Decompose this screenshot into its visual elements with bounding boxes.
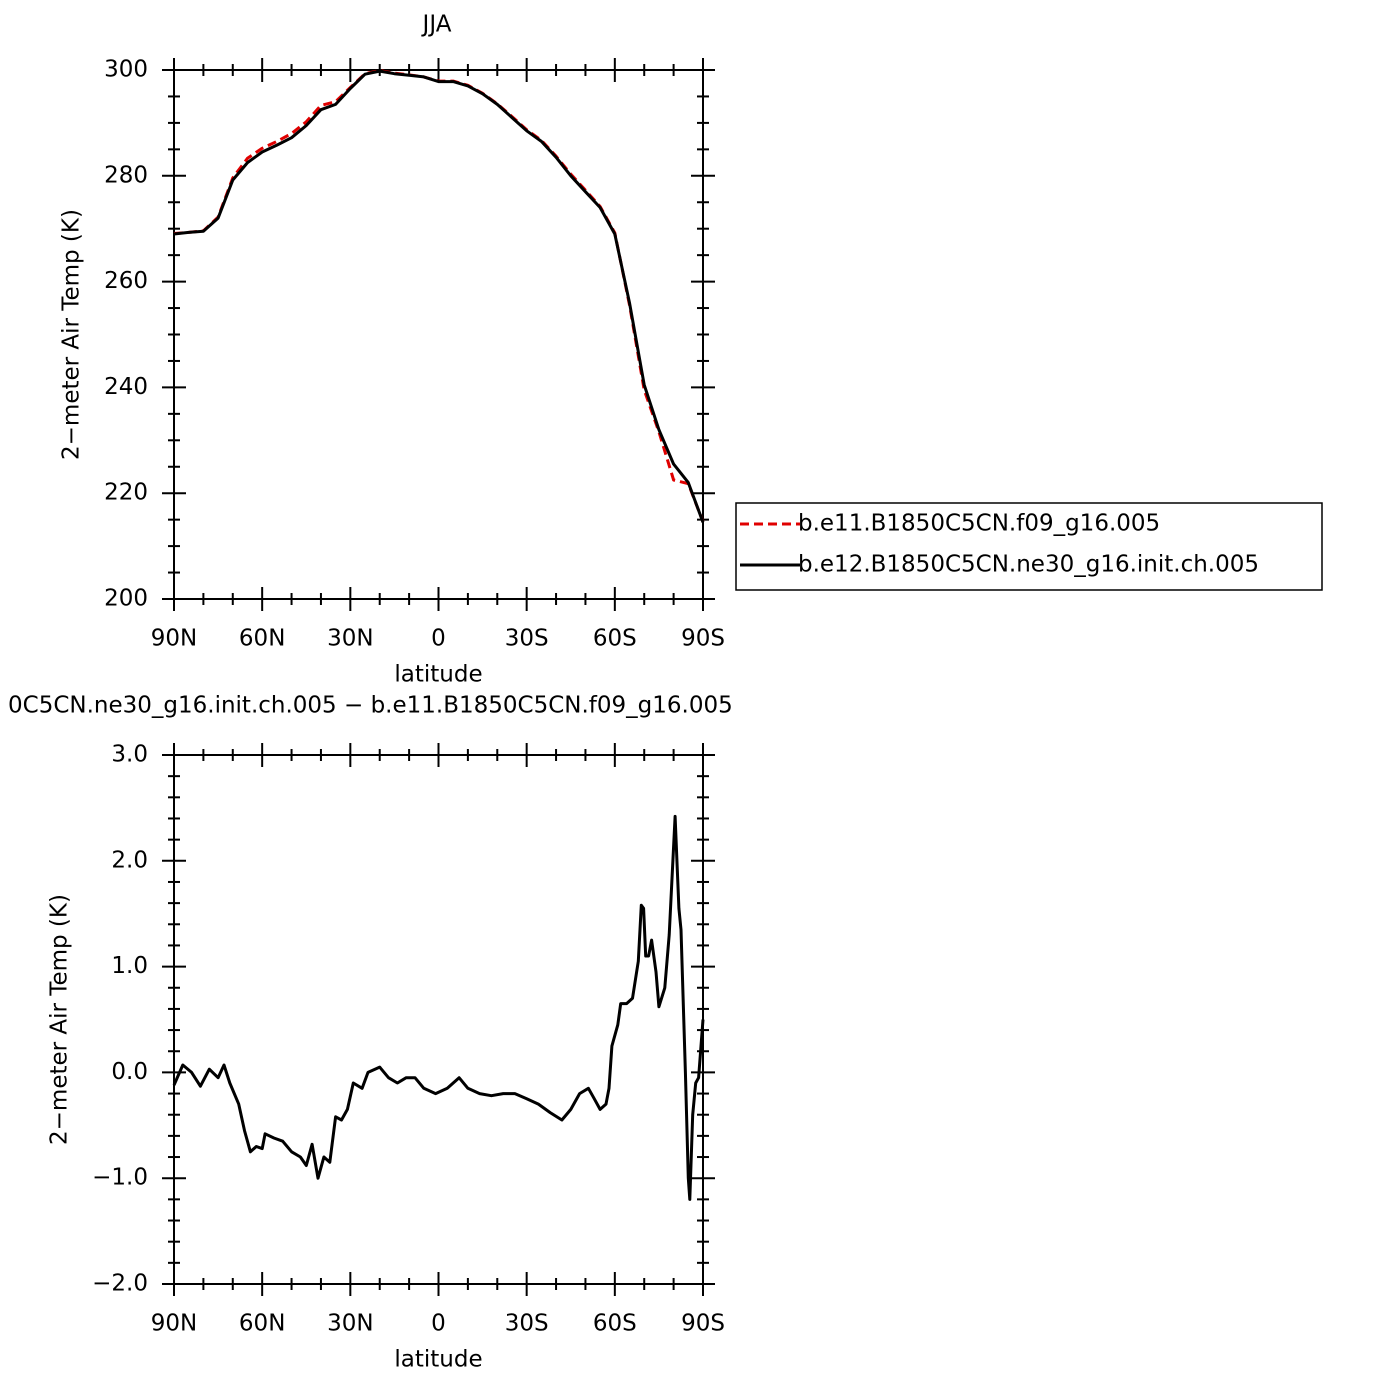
y-tick-label: 3.0 bbox=[111, 742, 148, 768]
legend-label: b.e11.B1850C5CN.f09_g16.005 bbox=[798, 511, 1160, 537]
plot-frame bbox=[173, 69, 704, 600]
x-tick-label: 30N bbox=[327, 626, 373, 652]
legend-box bbox=[735, 502, 1323, 591]
y-tick-label: 2.0 bbox=[111, 847, 148, 873]
x-tick-label: 30N bbox=[327, 1311, 373, 1337]
y-tick-label: 1.0 bbox=[111, 953, 148, 979]
series-line bbox=[173, 69, 705, 523]
chart-title: 0C5CN.ne30_g16.init.ch.005 − b.e11.B1850… bbox=[8, 693, 733, 719]
y-tick-label: 280 bbox=[104, 162, 148, 188]
series-line bbox=[173, 69, 705, 523]
y-axis-label: 2−meter Air Temp (K) bbox=[59, 209, 85, 460]
y-tick-label: −2.0 bbox=[92, 1271, 148, 1297]
x-tick-label: 60S bbox=[593, 626, 637, 652]
y-tick-label: 240 bbox=[104, 374, 148, 400]
x-tick-label: 0 bbox=[431, 626, 446, 652]
y-tick-label: −1.0 bbox=[92, 1165, 148, 1191]
plot-frame bbox=[173, 754, 704, 1285]
series-line bbox=[172, 814, 705, 1201]
x-tick-label: 90S bbox=[681, 1311, 725, 1337]
x-axis-label: latitude bbox=[394, 1347, 482, 1373]
y-tick-label: 200 bbox=[104, 586, 148, 612]
legend-label: b.e12.B1850C5CN.ne30_g16.init.ch.005 bbox=[798, 552, 1259, 578]
y-tick-label: 220 bbox=[104, 480, 148, 506]
x-tick-label: 60S bbox=[593, 1311, 637, 1337]
x-tick-label: 60N bbox=[239, 626, 285, 652]
y-tick-label: 0.0 bbox=[111, 1059, 148, 1085]
x-tick-label: 30S bbox=[505, 626, 549, 652]
y-axis-label: 2−meter Air Temp (K) bbox=[47, 894, 73, 1145]
y-tick-label: 260 bbox=[104, 268, 148, 294]
x-tick-label: 30S bbox=[505, 1311, 549, 1337]
y-tick-label: 300 bbox=[104, 57, 148, 83]
x-tick-label: 0 bbox=[431, 1311, 446, 1337]
x-axis-label: latitude bbox=[394, 662, 482, 688]
chart-title: JJA bbox=[421, 12, 452, 38]
x-tick-label: 90N bbox=[151, 626, 197, 652]
x-tick-label: 60N bbox=[239, 1311, 285, 1337]
x-tick-label: 90S bbox=[681, 626, 725, 652]
x-tick-label: 90N bbox=[151, 1311, 197, 1337]
